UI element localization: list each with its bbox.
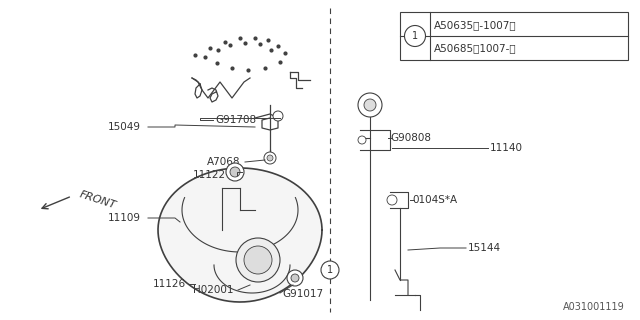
Text: A7068: A7068 <box>207 157 241 167</box>
Text: A031001119: A031001119 <box>563 302 625 312</box>
Text: 0104S*A: 0104S*A <box>412 195 457 205</box>
Circle shape <box>230 167 240 177</box>
Text: G91708: G91708 <box>215 115 256 125</box>
Polygon shape <box>158 168 322 302</box>
Text: 11140: 11140 <box>490 143 523 153</box>
Circle shape <box>264 152 276 164</box>
Circle shape <box>387 195 397 205</box>
Text: 11122: 11122 <box>193 170 226 180</box>
Circle shape <box>364 99 376 111</box>
Circle shape <box>321 261 339 279</box>
Text: G90808: G90808 <box>390 133 431 143</box>
Text: 11109: 11109 <box>108 213 141 223</box>
Circle shape <box>244 246 272 274</box>
Circle shape <box>291 274 299 282</box>
Circle shape <box>236 238 280 282</box>
Text: G91017: G91017 <box>282 289 323 299</box>
Text: 15049: 15049 <box>108 122 141 132</box>
Bar <box>400 12 628 60</box>
Text: A50685（1007-）: A50685（1007-） <box>434 43 516 53</box>
Text: 11126: 11126 <box>153 279 186 289</box>
Text: FRONT: FRONT <box>78 189 117 211</box>
Circle shape <box>358 93 382 117</box>
Circle shape <box>404 26 426 46</box>
Text: 1: 1 <box>412 31 418 41</box>
Circle shape <box>267 155 273 161</box>
Text: 1: 1 <box>327 265 333 275</box>
Text: 15144: 15144 <box>468 243 501 253</box>
Circle shape <box>226 163 244 181</box>
Circle shape <box>287 270 303 286</box>
Circle shape <box>273 111 283 121</box>
Circle shape <box>358 136 366 144</box>
Text: A50635（-1007）: A50635（-1007） <box>434 20 516 30</box>
Text: H02001: H02001 <box>193 285 234 295</box>
